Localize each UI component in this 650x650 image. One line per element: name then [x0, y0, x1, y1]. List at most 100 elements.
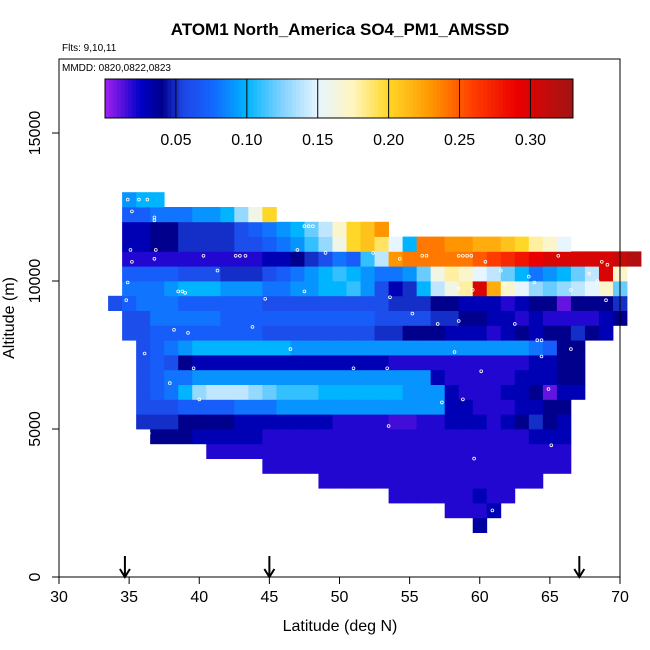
- heatmap-cell: [528, 295, 544, 311]
- heatmap-cell: [178, 414, 193, 430]
- heatmap-cell: [514, 384, 530, 400]
- heatmap-cell: [304, 266, 319, 282]
- heatmap-cell: [318, 473, 333, 489]
- colorbar: 0.05 0.10 0.15 0.20 0.25 0.30: [104, 78, 574, 149]
- heatmap-cell: [416, 429, 432, 445]
- heatmap-cell: [192, 295, 207, 311]
- colorbar-swatch: [268, 79, 274, 118]
- observation-point: [569, 288, 573, 292]
- heatmap-cell: [514, 443, 530, 459]
- heatmap-cell: [486, 429, 502, 445]
- heatmap-cell: [598, 281, 614, 297]
- heatmap-cell: [276, 251, 291, 267]
- heatmap-cell: [234, 355, 249, 371]
- colorbar-swatch: [159, 79, 164, 118]
- x-axis: 30 35 40 45 50 55 60 65 70: [50, 577, 629, 606]
- heatmap-cell: [374, 443, 389, 459]
- heatmap-cell: [444, 340, 460, 356]
- heatmap-cell: [430, 340, 446, 356]
- heatmap-cell: [206, 295, 221, 311]
- heatmap-cell: [276, 414, 291, 430]
- heatmap-cell: [430, 266, 446, 282]
- colorbar-swatch: [179, 79, 184, 118]
- observation-point: [472, 456, 476, 461]
- heatmap-cell: [206, 414, 221, 430]
- colorbar-swatch: [307, 79, 313, 118]
- heatmap-cell: [542, 236, 558, 252]
- colorbar-swatch: [502, 79, 508, 118]
- heatmap-cell: [528, 429, 544, 445]
- observation-point: [595, 279, 600, 283]
- heatmap-cell: [458, 295, 474, 311]
- heatmap-cell: [262, 458, 277, 474]
- colorbar-swatch: [346, 79, 352, 118]
- heatmap-cell: [500, 251, 516, 267]
- heatmap-cell: [122, 207, 137, 223]
- heatmap-cell: [290, 236, 305, 252]
- colorbar-swatch: [300, 79, 305, 118]
- heatmap-cell: [542, 281, 558, 297]
- colorbar-swatch: [257, 79, 262, 118]
- heatmap-cell: [430, 399, 446, 415]
- heatmap-cell: [248, 414, 263, 430]
- colorbar-swatch: [522, 79, 527, 118]
- heatmap-cell: [332, 236, 347, 252]
- heatmap-cell: [458, 310, 474, 326]
- heatmap-cell: [500, 295, 516, 311]
- observation-point: [461, 254, 465, 258]
- heatmap-cell: [416, 488, 432, 504]
- heatmap-cell: [150, 414, 165, 430]
- heatmap-cell: [290, 443, 305, 459]
- colorbar-swatch: [518, 79, 523, 118]
- heatmap-cell: [136, 236, 151, 252]
- heatmap-cell: [388, 414, 404, 430]
- heatmap-cell: [500, 488, 516, 504]
- colorbar-swatch: [319, 79, 324, 118]
- x-tick-label: 50: [331, 589, 349, 606]
- heatmap-cell: [262, 355, 277, 371]
- colorbar-swatch: [483, 79, 488, 118]
- heatmap-cell: [318, 251, 333, 267]
- heatmap-cell: [500, 310, 516, 326]
- y-axis-label: Altitude (m): [1, 277, 18, 359]
- heatmap-cell: [500, 266, 516, 282]
- heatmap-cell: [444, 443, 460, 459]
- y-tick-label: 15000: [27, 111, 44, 156]
- heatmap-cell: [346, 325, 361, 341]
- heatmap-cell: [248, 251, 263, 267]
- heatmap-cell: [164, 236, 179, 252]
- heatmap-cell: [304, 458, 319, 474]
- heatmap-cell: [304, 429, 319, 445]
- colorbar-swatch: [105, 79, 110, 118]
- heatmap-cell: [430, 355, 446, 371]
- heatmap-cell: [164, 325, 179, 341]
- heatmap-cell: [206, 236, 221, 252]
- heatmap-cell: [248, 295, 263, 311]
- heatmap-cell: [388, 340, 404, 356]
- heatmap-cell: [486, 340, 502, 356]
- heatmap-cell: [514, 355, 530, 371]
- heatmap-cell: [234, 221, 249, 237]
- heatmap-cell: [444, 458, 460, 474]
- arrow-head: [119, 568, 131, 579]
- heatmap-cell: [360, 369, 375, 385]
- observation-point: [243, 254, 248, 258]
- colorbar-swatch: [245, 79, 250, 118]
- observation-point: [410, 311, 415, 316]
- colorbar-swatch: [292, 79, 297, 118]
- heatmap-cell: [416, 281, 432, 297]
- heatmap-cell: [276, 340, 291, 356]
- heatmap-cell: [290, 281, 305, 297]
- heatmap-cell: [346, 355, 361, 371]
- heatmap-cell: [402, 414, 418, 430]
- heatmap-cell: [528, 266, 544, 282]
- observation-point: [539, 338, 544, 343]
- colorbar-swatch: [378, 79, 383, 118]
- heatmap-cell: [332, 458, 347, 474]
- heatmap-cell: [402, 369, 418, 385]
- colorbar-swatch: [155, 79, 161, 118]
- heatmap-cell: [416, 399, 432, 415]
- heatmap-cell: [472, 251, 488, 267]
- heatmap-cell: [402, 266, 418, 282]
- heatmap-cell: [514, 281, 530, 297]
